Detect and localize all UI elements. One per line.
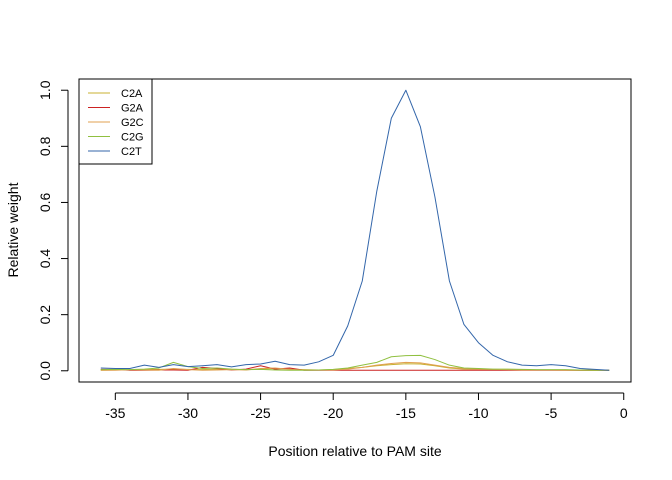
series-line-c2t: [100, 89, 610, 371]
x-tick-label: -30: [178, 405, 198, 421]
x-tick-label: 0: [620, 405, 628, 421]
x-tick-label: -20: [323, 405, 343, 421]
x-tick-label: -15: [396, 405, 416, 421]
y-axis: 0.0 0.2 0.4 0.6 0.8 1.0: [37, 80, 69, 381]
x-tick-label: -5: [545, 405, 558, 421]
y-tick-label: 0.6: [37, 193, 53, 213]
legend-label: G2A: [121, 103, 144, 115]
y-tick-label: 0.4: [37, 249, 53, 269]
y-tick-label: 0.2: [37, 305, 53, 325]
x-axis-title: Position relative to PAM site: [268, 443, 441, 459]
legend-label: C2A: [121, 88, 143, 100]
series-layer: [100, 89, 610, 371]
series-line-g2c: [100, 361, 610, 371]
y-axis-title: Relative weight: [5, 182, 21, 277]
y-tick-label: 1.0: [37, 80, 53, 100]
x-tick-label: -25: [250, 405, 270, 421]
legend: C2A G2A G2C C2G C2T: [78, 78, 153, 165]
plot-frame: [78, 78, 632, 383]
y-tick-label: 0.8: [37, 136, 53, 156]
x-tick-label: -10: [468, 405, 488, 421]
x-tick-label: -35: [105, 405, 125, 421]
y-tick-label: 0.0: [37, 361, 53, 381]
legend-label: C2G: [121, 132, 144, 144]
legend-label: G2C: [121, 117, 144, 129]
legend-label: C2T: [121, 146, 142, 158]
x-axis: -35 -30 -25 -20 -15 -10 -5 0: [105, 392, 628, 421]
